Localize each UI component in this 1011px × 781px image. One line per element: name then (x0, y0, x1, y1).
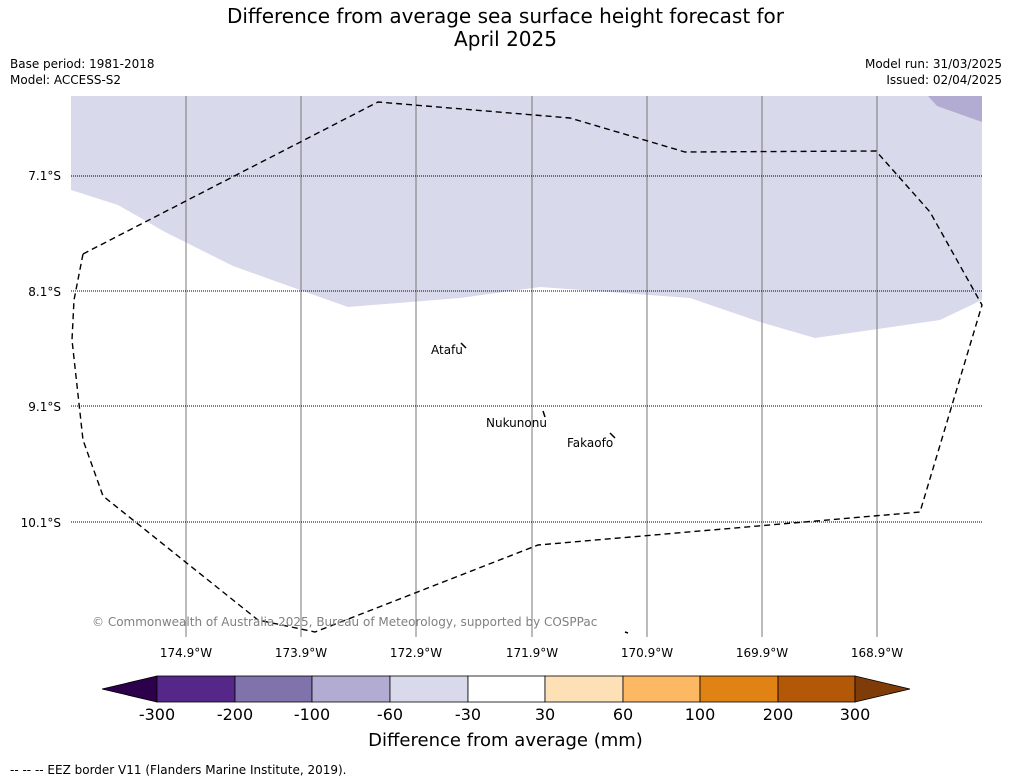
eez-border (71, 101, 983, 633)
colorbar-tick: -30 (454, 705, 482, 724)
issued-date: Issued: 02/04/2025 (886, 73, 1002, 87)
title-line-2: April 2025 (454, 27, 557, 51)
colorbar-bin-6 (544, 675, 624, 703)
colorbar-tick: -200 (216, 705, 254, 724)
place-fakaofo: Fakaofo (567, 436, 614, 450)
map-title: Difference from average sea surface heig… (0, 5, 1011, 51)
title-line-1: Difference from average sea surface heig… (226, 4, 785, 28)
colorbar-bin-9 (777, 675, 856, 703)
base-period: Base period: 1981-2018 (10, 57, 155, 71)
colorbar-tick: -60 (376, 705, 404, 724)
model-run: Model run: 31/03/2025 (864, 57, 1002, 71)
lon-label-174-9w: 174.9°W (159, 646, 213, 660)
eez-footnote: -- -- -- EEZ border V11 (Flanders Marine… (10, 763, 347, 777)
colorbar-bin-1 (156, 675, 236, 703)
anomaly-area-northeast (928, 96, 982, 122)
colorbar-tick: -100 (293, 705, 331, 724)
model-info: Base period: 1981-2018 Model: ACCESS-S2 (10, 56, 155, 88)
colorbar-tick: 300 (839, 705, 871, 724)
colorbar-tick: 60 (612, 705, 634, 724)
colorbar-bin-2 (234, 675, 313, 703)
lat-label-9-1s: 9.1°S (28, 400, 61, 414)
lat-label-8-1s: 8.1°S (28, 285, 61, 299)
colorbar-tick: 200 (762, 705, 794, 724)
colorbar-bin-4 (389, 675, 469, 703)
copyright-notice: © Commonwealth of Australia 2025, Bureau… (92, 615, 598, 629)
swains-island (624, 631, 629, 634)
lon-label-171-9w: 171.9°W (505, 646, 559, 660)
atafu-island (460, 342, 467, 349)
lon-label-169-9w: 169.9°W (735, 646, 789, 660)
lat-label-7-1s: 7.1°S (28, 169, 61, 183)
lat-label-10-1s: 10.1°S (20, 516, 61, 530)
colorbar (101, 675, 911, 703)
colorbar-tick: 30 (534, 705, 556, 724)
colorbar-bin-5 (467, 675, 546, 703)
lon-label-170-9w: 170.9°W (620, 646, 674, 660)
colorbar-bin-7 (622, 675, 701, 703)
colorbar-tick: -300 (138, 705, 176, 724)
lon-label-172-9w: 172.9°W (389, 646, 443, 660)
colorbar-extend-low (101, 675, 158, 703)
anomaly-area-north (71, 96, 982, 637)
meridian-lines (185, 96, 878, 637)
run-info: Model run: 31/03/2025 Issued: 02/04/2025 (865, 56, 1002, 88)
colorbar-tick: 100 (684, 705, 716, 724)
place-atafu: Atafu (431, 343, 463, 357)
place-nukunonu: Nukunonu (486, 416, 547, 430)
fakaofo-island (609, 432, 616, 439)
colorbar-extend-high (854, 675, 911, 703)
colorbar-bin-8 (699, 675, 779, 703)
colorbar-bin-3 (311, 675, 391, 703)
nukunonu-island (542, 410, 546, 418)
lon-label-168-9w: 168.9°W (850, 646, 904, 660)
colorbar-label: Difference from average (mm) (368, 730, 643, 751)
model-name: Model: ACCESS-S2 (10, 73, 122, 87)
lon-label-173-9w: 173.9°W (274, 646, 328, 660)
